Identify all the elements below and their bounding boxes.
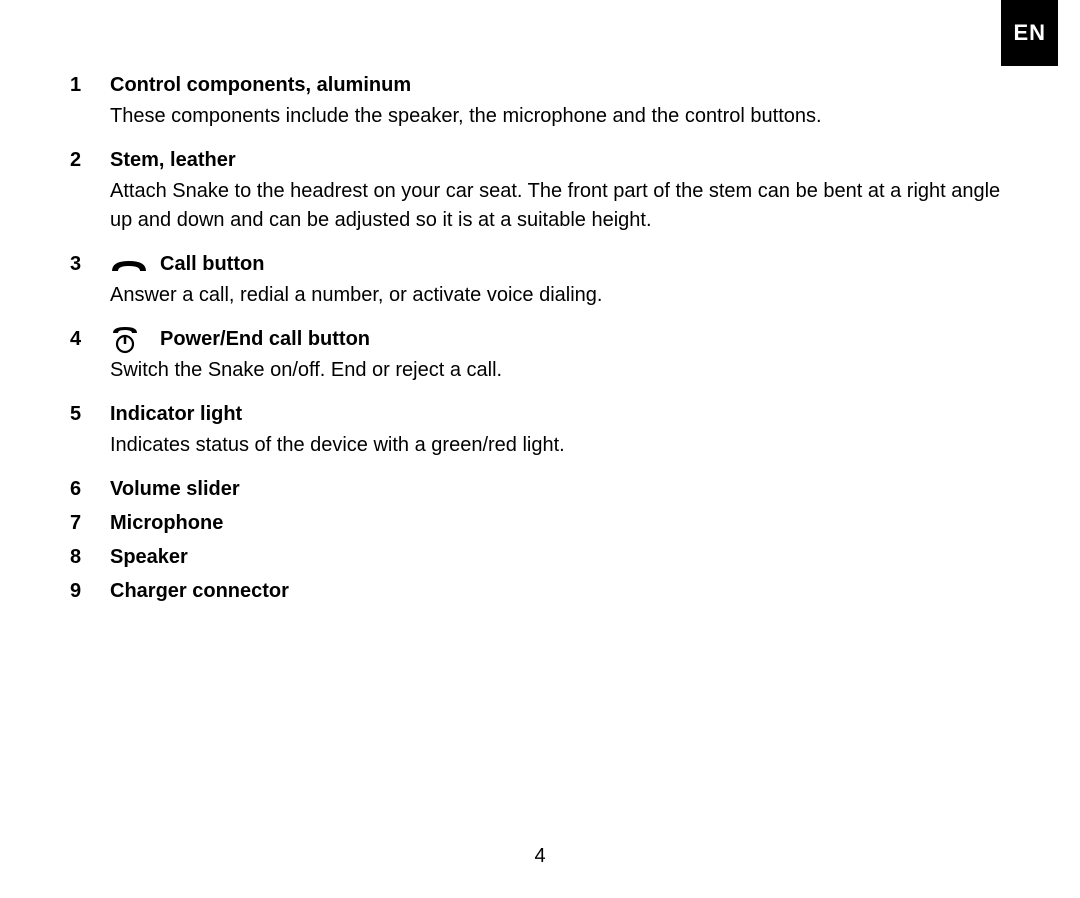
item-title: Power/End call button: [110, 324, 1010, 354]
item-description: Switch the Snake on/off. End or reject a…: [110, 356, 1010, 385]
list-item: 7 Microphone: [70, 508, 1010, 538]
list-item: 6 Volume slider: [70, 474, 1010, 504]
item-number: 2: [70, 145, 110, 245]
list-item: 8 Speaker: [70, 542, 1010, 572]
item-number: 8: [70, 542, 110, 572]
item-title-text: Power/End call button: [160, 324, 370, 354]
item-title: Call button: [110, 249, 1010, 279]
list-item: 5 Indicator light Indicates status of th…: [70, 399, 1010, 470]
item-title: Indicator light: [110, 399, 1010, 429]
item-number: 7: [70, 508, 110, 538]
list-item: 1 Control components, aluminum These com…: [70, 70, 1010, 141]
list-item: 9 Charger connector: [70, 576, 1010, 606]
item-number: 3: [70, 249, 110, 320]
item-title: Speaker: [110, 542, 1010, 572]
call-icon: [110, 249, 154, 279]
item-description: Indicates status of the device with a gr…: [110, 431, 1010, 460]
item-number: 6: [70, 474, 110, 504]
item-number: 9: [70, 576, 110, 606]
language-badge: EN: [1001, 0, 1058, 66]
list-item: 3 Call button Answer a call, redial a nu…: [70, 249, 1010, 320]
item-number: 1: [70, 70, 110, 141]
list-item: 2 Stem, leather Attach Snake to the head…: [70, 145, 1010, 245]
item-description: Answer a call, redial a number, or activ…: [110, 281, 1010, 310]
item-title-text: Call button: [160, 249, 264, 279]
item-title: Stem, leather: [110, 145, 1010, 175]
item-title: Charger connector: [110, 576, 1010, 606]
list-item: 4 Power/End call button Switch the Snake…: [70, 324, 1010, 395]
item-number: 4: [70, 324, 110, 395]
item-title: Volume slider: [110, 474, 1010, 504]
power-end-icon: [110, 324, 154, 354]
item-description: These components include the speaker, th…: [110, 102, 1010, 131]
item-number: 5: [70, 399, 110, 470]
item-description: Attach Snake to the headrest on your car…: [110, 177, 1010, 235]
page-number: 4: [0, 845, 1080, 868]
item-title: Control components, aluminum: [110, 70, 1010, 100]
content-area: 1 Control components, aluminum These com…: [0, 0, 1080, 606]
item-title: Microphone: [110, 508, 1010, 538]
